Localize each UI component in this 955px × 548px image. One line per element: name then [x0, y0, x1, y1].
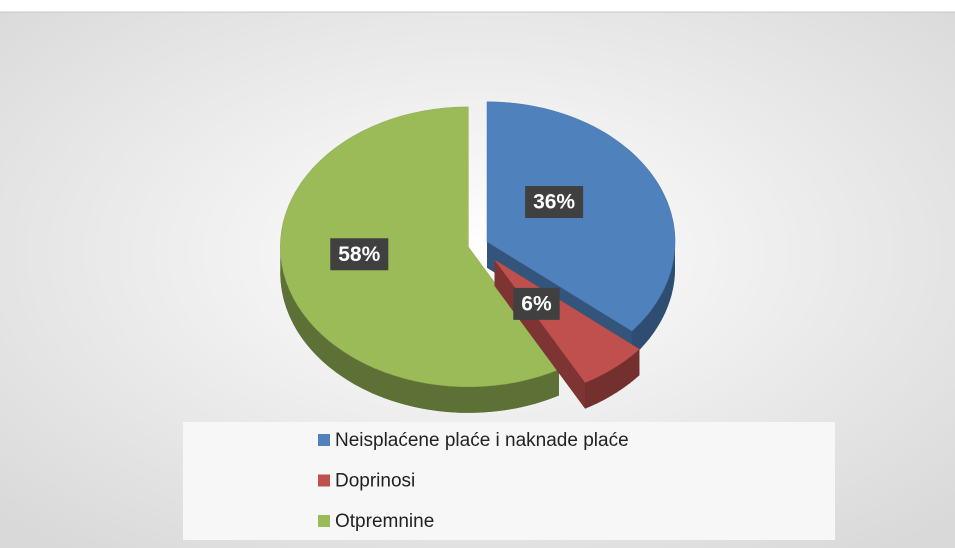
legend-swatch [318, 515, 330, 527]
slice-side [280, 246, 559, 413]
legend-label: Doprinosi [335, 471, 415, 492]
slice-top [280, 106, 560, 388]
slice-side [631, 241, 675, 358]
slice-side [585, 349, 640, 409]
value-label: 6% [521, 292, 552, 315]
value-label-box [330, 238, 389, 271]
pie-slice [280, 106, 560, 413]
legend-swatch [318, 434, 330, 446]
legend-swatch [318, 474, 330, 487]
legend-label: Neisplaćene plaće i naknade plaće [335, 430, 629, 451]
value-label: 58% [338, 243, 380, 266]
value-label-box [513, 287, 560, 320]
value-label: 36% [533, 191, 575, 214]
value-label-box [525, 186, 584, 219]
legend-box [183, 422, 835, 540]
legend-label: Otpremnine [335, 511, 434, 532]
